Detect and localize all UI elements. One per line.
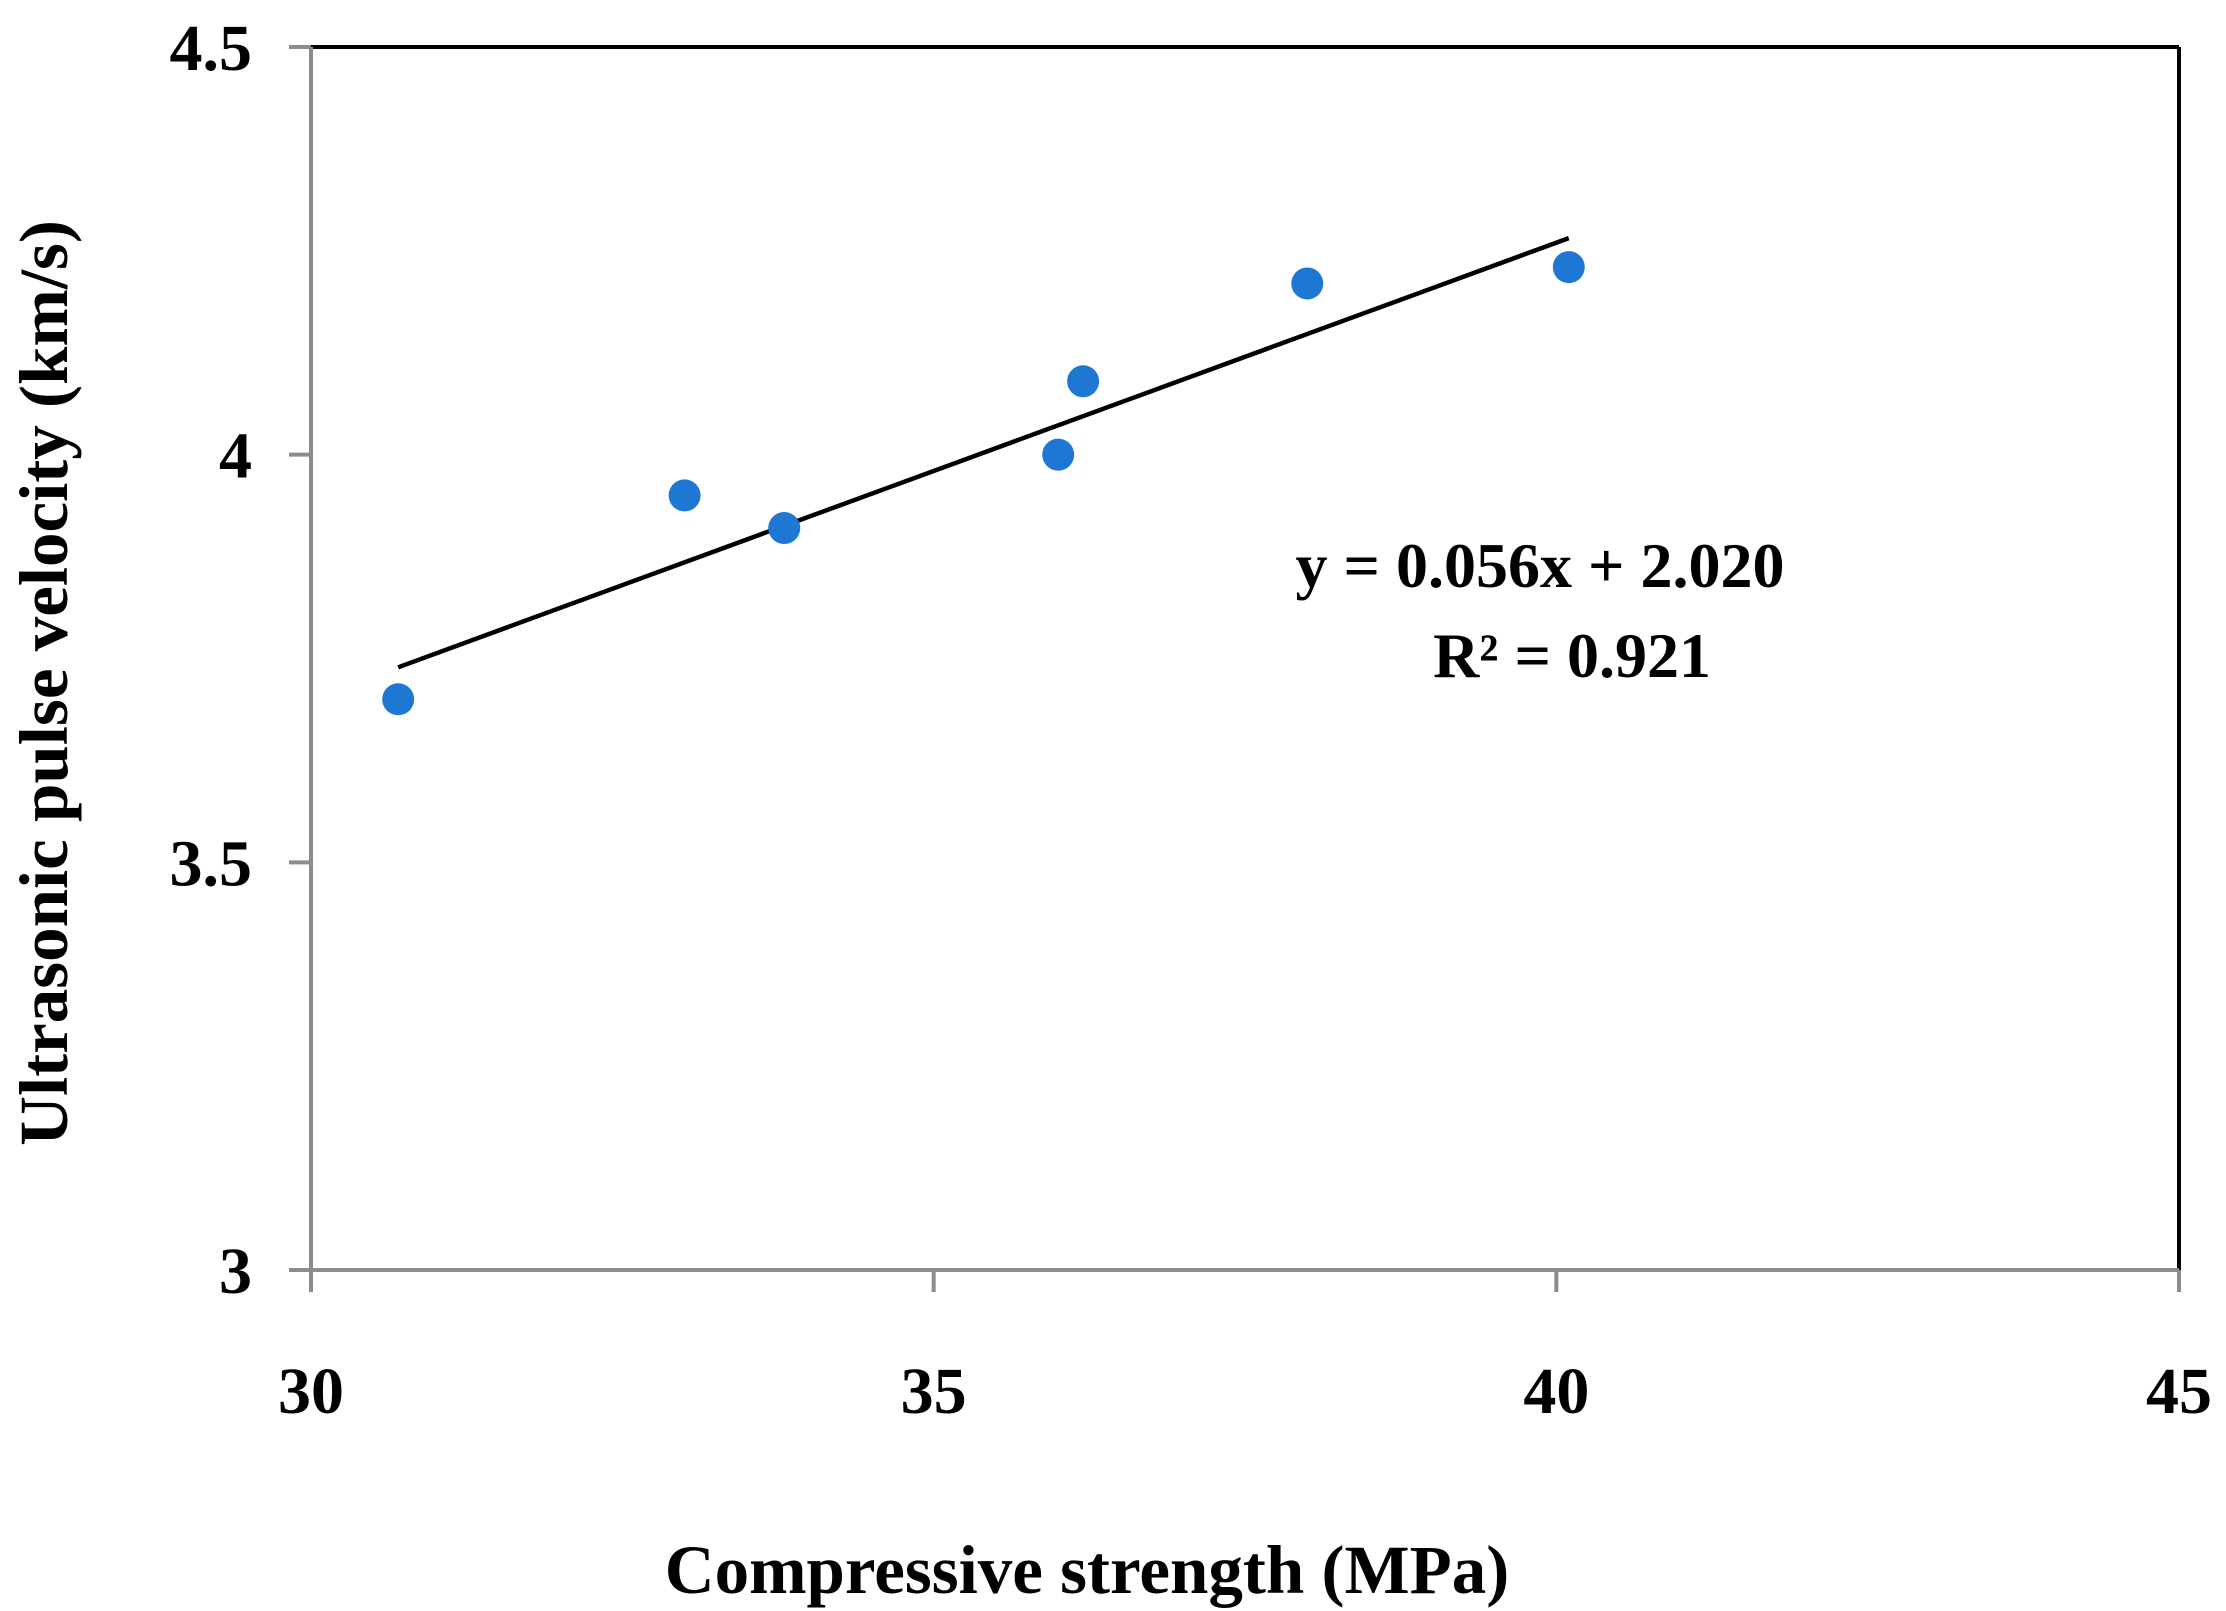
x-axis-ticks [309, 1270, 2181, 1292]
data-points [382, 251, 1585, 716]
trendline [397, 236, 1570, 670]
y-tick-label-4: 4 [219, 420, 252, 493]
data-point [1291, 267, 1324, 300]
y-axis-tick-labels: 3 3.5 4 4.5 [170, 12, 253, 1308]
x-axis-tick-labels: 30 35 40 45 [278, 1355, 2212, 1428]
data-point [1552, 251, 1585, 284]
data-point [1042, 438, 1075, 471]
y-axis-ticks [289, 45, 311, 1272]
data-point [1067, 365, 1100, 398]
data-point [382, 683, 415, 716]
plot-frame [309, 45, 2181, 1272]
trendline-equation: y = 0.056x + 2.020 [1296, 530, 1785, 601]
y-axis-title: Ultrasonic pulse velocity (km/s) [6, 220, 82, 1146]
x-tick-label-30: 30 [278, 1355, 344, 1428]
y-tick-label-3.5: 3.5 [170, 827, 253, 900]
x-tick-label-35: 35 [901, 1355, 967, 1428]
data-point [668, 479, 701, 512]
x-tick-label-45: 45 [2146, 1355, 2212, 1428]
y-tick-label-4.5: 4.5 [170, 12, 253, 85]
trendline-path [397, 236, 1570, 670]
y-tick-label-3: 3 [219, 1235, 252, 1308]
x-axis-title: Compressive strength (MPa) [665, 1532, 1509, 1608]
r-squared-label: R² = 0.921 [1433, 620, 1711, 691]
data-point [768, 512, 801, 545]
x-tick-label-40: 40 [1523, 1355, 1589, 1428]
